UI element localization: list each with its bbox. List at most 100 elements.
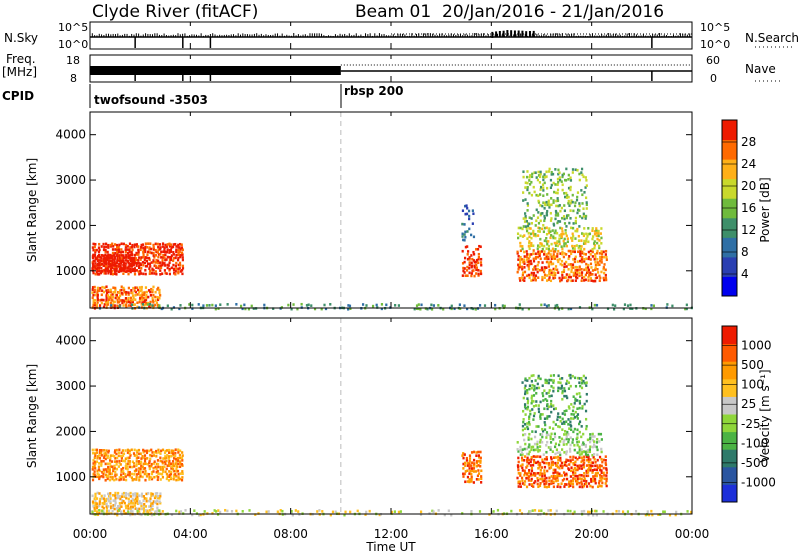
data-cell xyxy=(177,251,180,255)
data-cell xyxy=(601,460,604,464)
data-cell xyxy=(557,412,560,415)
data-cell xyxy=(600,438,603,441)
data-cell xyxy=(583,455,586,459)
data-cell xyxy=(468,462,471,466)
data-cell xyxy=(547,461,551,465)
data-cell xyxy=(525,250,528,253)
data-cell xyxy=(521,428,525,432)
data-cell xyxy=(479,461,482,464)
data-cell xyxy=(527,471,531,475)
data-cell xyxy=(107,256,110,260)
data-cell xyxy=(96,262,99,266)
data-cell xyxy=(153,451,156,454)
data-cell xyxy=(152,454,155,457)
data-cell xyxy=(139,472,142,476)
data-cell xyxy=(573,467,576,470)
data-cell xyxy=(561,271,564,274)
data-cell xyxy=(548,395,551,398)
data-cell xyxy=(572,209,575,213)
data-cell xyxy=(161,448,165,452)
data-cell xyxy=(92,301,95,305)
data-cell xyxy=(104,250,107,254)
data-cell xyxy=(108,468,111,471)
data-cell xyxy=(539,471,542,475)
data-cell xyxy=(111,465,114,469)
data-cell xyxy=(584,186,587,189)
data-cell xyxy=(92,451,95,455)
data-cell xyxy=(573,443,576,447)
data-cell xyxy=(575,392,579,396)
data-cell xyxy=(556,464,559,467)
data-cell xyxy=(647,513,651,517)
data-cell xyxy=(468,480,471,484)
data-cell xyxy=(113,257,117,260)
data-cell xyxy=(143,300,146,304)
data-cell xyxy=(558,171,561,175)
data-cell xyxy=(595,445,598,449)
data-cell xyxy=(142,296,145,300)
data-cell xyxy=(591,445,594,449)
data-cell xyxy=(98,475,101,479)
data-cell xyxy=(131,478,134,482)
data-cell xyxy=(144,268,147,272)
data-cell xyxy=(127,256,130,260)
data-cell xyxy=(102,248,106,252)
data-cell xyxy=(129,491,132,495)
data-cell xyxy=(621,510,625,514)
data-cell xyxy=(590,266,593,269)
data-cell xyxy=(127,269,130,273)
data-cell xyxy=(120,291,123,295)
data-cell xyxy=(580,464,583,468)
data-cell xyxy=(526,263,529,267)
data-cell xyxy=(496,508,500,512)
data-cell xyxy=(571,279,574,282)
data-cell xyxy=(472,252,476,256)
data-cell xyxy=(154,295,157,299)
data-cell xyxy=(570,428,573,432)
data-cell xyxy=(128,456,131,460)
data-cell xyxy=(572,461,575,465)
data-cell xyxy=(558,176,561,179)
data-cell xyxy=(530,396,533,400)
data-cell xyxy=(554,209,558,213)
data-cell xyxy=(532,404,536,408)
data-cell xyxy=(577,250,580,254)
data-cell xyxy=(550,463,553,467)
data-cell xyxy=(154,465,157,469)
data-cell xyxy=(180,251,184,255)
data-cell xyxy=(575,198,579,202)
data-cell xyxy=(94,242,97,246)
data-cell xyxy=(98,500,101,503)
data-cell xyxy=(92,462,95,465)
data-cell xyxy=(523,447,526,451)
data-cell xyxy=(139,289,142,292)
data-cell xyxy=(526,260,529,264)
data-cell xyxy=(548,227,551,230)
data-cell xyxy=(547,255,550,259)
data-cell xyxy=(550,183,553,187)
data-cell xyxy=(519,226,522,230)
data-cell xyxy=(580,268,583,271)
data-cell xyxy=(134,293,137,297)
data-cell xyxy=(526,222,530,225)
nsky-tick-bottom: 10^0 xyxy=(58,38,88,51)
data-cell xyxy=(167,457,171,460)
data-cell xyxy=(580,171,583,174)
data-cell xyxy=(553,268,557,271)
data-cell xyxy=(476,474,480,478)
data-cell xyxy=(590,279,593,282)
data-cell xyxy=(517,254,520,258)
data-cell xyxy=(551,460,555,464)
data-cell xyxy=(107,262,110,266)
data-cell xyxy=(120,475,123,478)
data-cell xyxy=(622,307,625,311)
data-cell xyxy=(521,463,524,466)
data-cell xyxy=(545,232,549,236)
data-cell xyxy=(550,394,553,398)
data-cell xyxy=(551,172,555,176)
data-cell xyxy=(580,258,583,261)
data-cell xyxy=(556,244,559,248)
data-cell xyxy=(107,467,110,470)
data-cell xyxy=(545,480,548,483)
data-cell xyxy=(578,481,581,485)
